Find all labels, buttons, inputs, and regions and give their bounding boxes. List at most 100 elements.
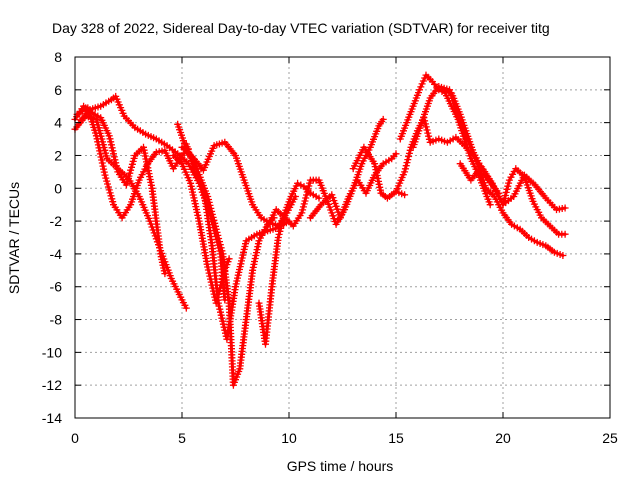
data-point	[216, 238, 223, 246]
data-point	[96, 147, 104, 155]
data-point	[215, 235, 223, 242]
y-tick-label: 4	[54, 115, 62, 131]
data-point	[402, 162, 410, 170]
data-point	[297, 181, 305, 189]
data-point	[417, 83, 425, 91]
data-point	[500, 198, 508, 206]
data-point	[110, 153, 118, 161]
series-arc-2	[71, 112, 190, 312]
data-point	[274, 234, 282, 241]
data-point	[101, 171, 109, 179]
data-point	[425, 135, 433, 143]
data-point	[95, 144, 103, 152]
data-point	[214, 231, 222, 239]
data-point	[161, 270, 169, 278]
data-point	[425, 132, 433, 140]
data-point	[128, 163, 135, 171]
data-point	[251, 258, 258, 265]
data-point	[129, 157, 137, 165]
data-point	[219, 320, 227, 328]
data-point	[303, 191, 310, 199]
data-point	[423, 126, 431, 134]
data-point	[218, 314, 226, 322]
data-point	[302, 194, 310, 202]
data-point	[212, 222, 219, 230]
data-point	[421, 120, 429, 128]
data-point	[405, 149, 413, 157]
x-tick-label: 20	[495, 430, 511, 446]
data-point	[298, 209, 306, 217]
data-series	[71, 71, 569, 389]
data-point	[208, 210, 216, 218]
data-point	[152, 235, 160, 243]
data-point	[148, 223, 156, 231]
data-point	[403, 159, 411, 167]
series-arc-10	[264, 115, 387, 230]
y-tick-label: -14	[42, 410, 62, 426]
data-point	[207, 204, 215, 212]
data-point	[499, 201, 507, 209]
y-tick-label: -8	[50, 312, 63, 328]
y-tick-label: 2	[54, 147, 62, 163]
data-point	[504, 182, 512, 190]
data-point	[422, 123, 430, 131]
data-point	[217, 311, 225, 319]
data-point	[401, 168, 409, 176]
data-point	[126, 169, 134, 177]
data-point	[299, 206, 307, 214]
data-point	[559, 252, 567, 259]
data-point	[278, 218, 286, 226]
y-tick-label: -6	[50, 279, 63, 295]
data-point	[217, 308, 224, 316]
tick-labels: -14 -12 -10 -8 -6 -4 -2 0 2 4 6 8 0 5 10 15 20 25	[42, 49, 618, 446]
series-arc-8	[182, 140, 293, 343]
data-point	[206, 201, 214, 209]
data-point	[303, 188, 311, 196]
series-arc-17	[456, 160, 569, 238]
data-point	[374, 174, 382, 182]
data-point	[301, 197, 309, 205]
data-point	[505, 179, 513, 187]
data-point	[219, 317, 227, 325]
data-point	[225, 255, 233, 263]
data-point	[215, 302, 223, 310]
y-tick-label: -2	[50, 213, 63, 229]
y-tick-label: 0	[54, 180, 62, 196]
data-point	[208, 207, 216, 215]
series-arc-1	[71, 102, 169, 278]
data-point	[486, 201, 494, 209]
x-tick-label: 10	[281, 430, 297, 446]
data-point	[501, 195, 509, 202]
x-tick-label: 25	[602, 430, 618, 446]
data-point	[404, 156, 412, 164]
data-point	[100, 165, 108, 173]
data-point	[102, 174, 110, 182]
data-point	[561, 230, 569, 238]
data-point	[100, 168, 108, 176]
x-tick-label: 0	[71, 430, 79, 446]
data-point	[110, 150, 117, 158]
data-point	[299, 203, 307, 211]
data-point	[107, 192, 115, 200]
data-point	[104, 180, 111, 188]
y-tick-label: -10	[42, 344, 62, 360]
data-point	[216, 305, 224, 313]
data-point	[405, 153, 413, 160]
data-point	[371, 163, 379, 171]
data-point	[204, 266, 212, 274]
data-point	[97, 153, 105, 161]
data-point	[109, 147, 117, 155]
x-axis-title: GPS time / hours	[287, 458, 394, 474]
data-point	[94, 138, 102, 146]
data-point	[217, 244, 225, 252]
data-point	[401, 165, 409, 173]
data-point	[182, 304, 190, 312]
data-point	[401, 191, 409, 199]
series-arc-11	[306, 150, 400, 222]
data-point	[213, 228, 221, 236]
data-point	[107, 138, 115, 146]
x-tick-label: 5	[178, 430, 186, 446]
data-point	[211, 219, 219, 227]
